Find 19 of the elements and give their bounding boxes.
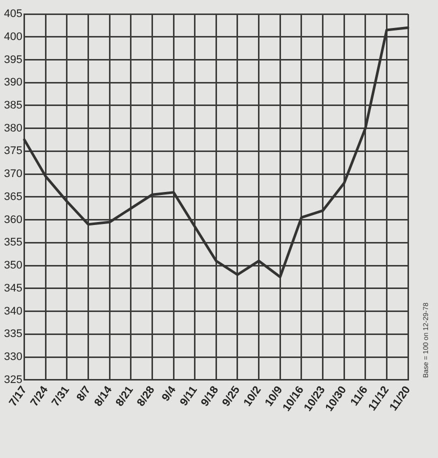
y-tick-label: 370 [4, 168, 22, 180]
y-tick-label: 400 [4, 30, 22, 43]
y-tick-label: 335 [4, 328, 22, 340]
y-tick-label: 375 [4, 145, 22, 158]
y-tick-label: 325 [4, 374, 22, 386]
y-tick-label: 345 [4, 282, 22, 294]
y-tick-label: 395 [4, 54, 22, 66]
y-tick-label: 330 [4, 351, 22, 364]
x-tick-label: 9/4 [160, 384, 179, 404]
y-tick-label: 340 [4, 305, 22, 318]
y-tick-label: 390 [4, 76, 22, 89]
y-tick-label: 360 [4, 214, 22, 226]
y-tick-label: 380 [4, 122, 22, 134]
y-tick-label: 385 [4, 100, 22, 112]
y-tick-label: 405 [4, 8, 22, 20]
x-tick-label: 8/7 [74, 384, 94, 404]
y-tick-label: 365 [4, 190, 22, 203]
y-tick-label: 350 [4, 260, 22, 272]
y-tick-label: 355 [4, 236, 22, 249]
